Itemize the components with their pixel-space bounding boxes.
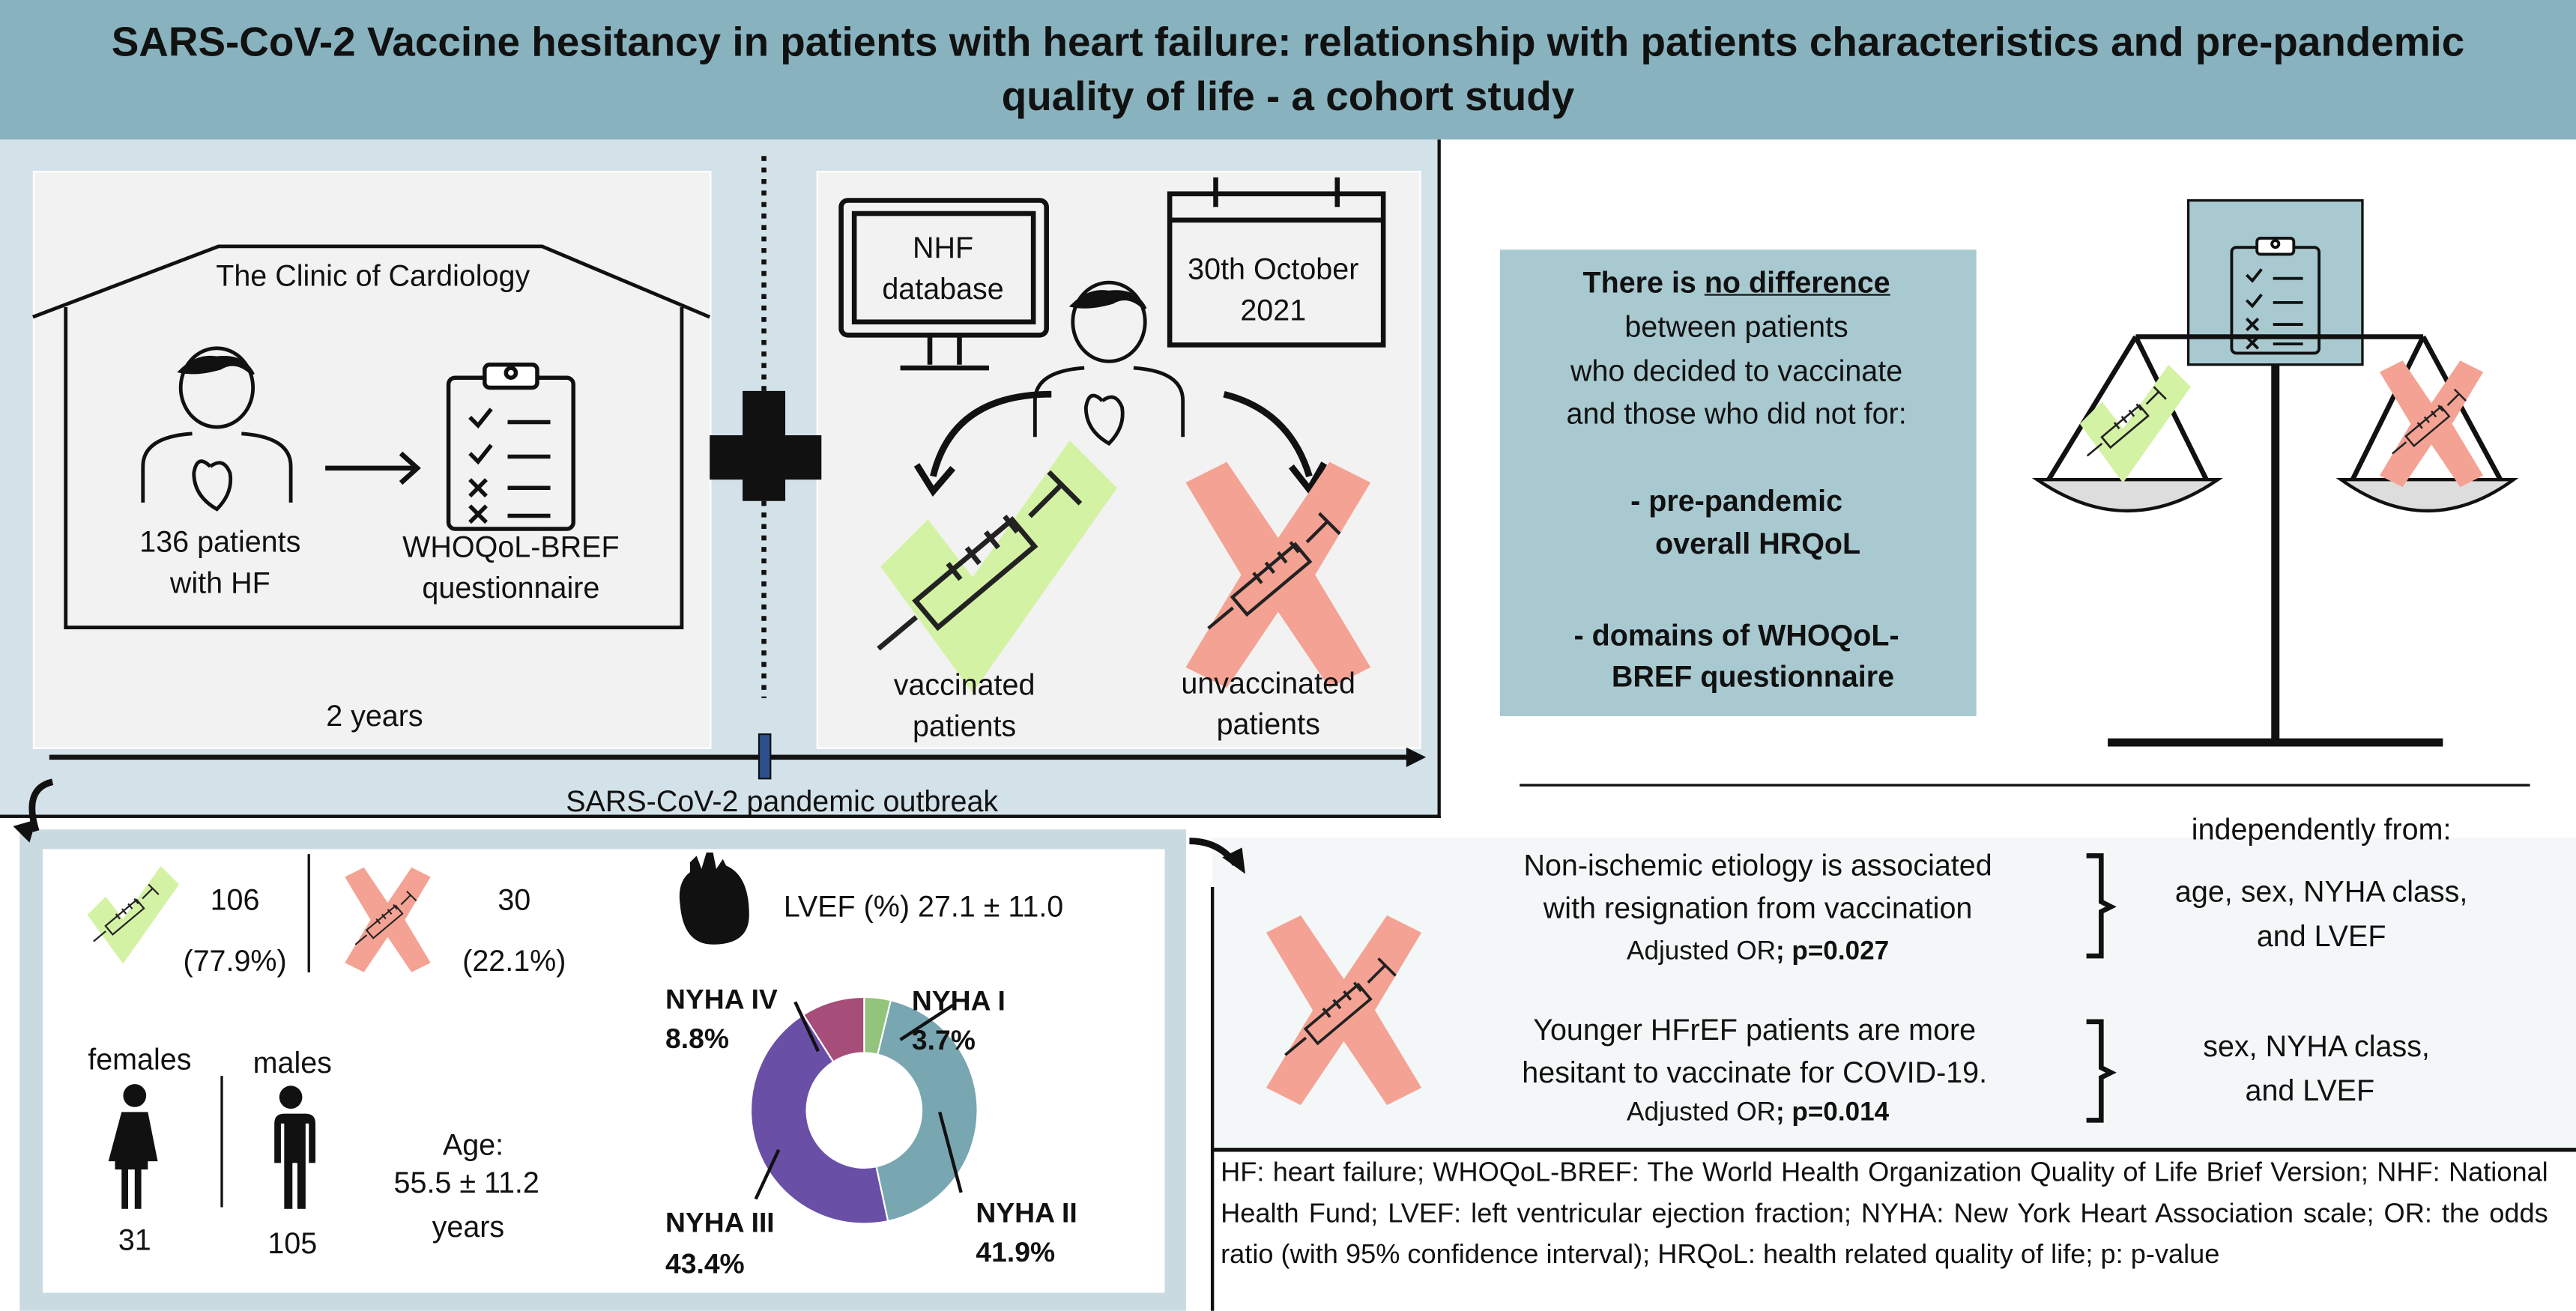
abbreviations-footnote: HF: heart failure; WHOQoL-BREF: The Worl… (1221, 1157, 2548, 1270)
donut-slice-nyha-ii (875, 999, 979, 1223)
vaccinated-line2: patients (912, 709, 1017, 743)
title-bar: SARS-CoV-2 Vaccine hesitancy in patients… (0, 0, 2576, 140)
questionnaire-line2: questionnaire (422, 572, 600, 605)
value-nyha-ii: 41.9% (976, 1237, 1056, 1268)
result1-or: Adjusted OR (1627, 937, 1776, 966)
patients-count-line2: with HF (169, 566, 270, 600)
finding-item1-line2: overall HRQoL (1655, 527, 1861, 560)
patients-count-line1: 136 patients (139, 525, 301, 559)
date-line2: 2021 (1240, 294, 1307, 327)
title-line-2: quality of life - a cohort study (1001, 73, 1575, 119)
age-label: Age: (442, 1128, 504, 1162)
unvaccinated-cross-icon-large (1266, 915, 1422, 1106)
result2-or: Adjusted OR (1627, 1098, 1776, 1127)
finding-item2-line2: BREF questionnaire (1611, 660, 1895, 694)
label-nyha-ii: NYHA II (976, 1197, 1077, 1229)
result2-covariates-line2: and LVEF (2245, 1074, 2375, 1107)
finding-prefix: There is (1582, 266, 1705, 300)
value-nyha-iii: 43.4% (665, 1248, 745, 1280)
arrow-right-icon (325, 451, 421, 485)
female-icon (108, 1084, 158, 1209)
finding-line2: between patients (1624, 310, 1848, 344)
males-label: males (253, 1046, 332, 1080)
value-nyha-iv: 8.8% (665, 1023, 729, 1055)
age-unit: years (432, 1210, 505, 1244)
lvef-value: LVEF (%) 27.1 ± 11.0 (783, 890, 1064, 924)
result2-pvalue: ; p=0.014 (1775, 1098, 1890, 1127)
unvaccinated-line2: patients (1216, 708, 1320, 741)
label-nyha-iii: NYHA III (665, 1207, 775, 1239)
date-line1: 30th October (1188, 252, 1359, 286)
finding-item2-line1: - domains of WHOQoL- (1573, 619, 1899, 653)
donut-slice-nyha-iv (802, 996, 865, 1063)
male-icon (274, 1086, 315, 1209)
label-nyha-i: NYHA I (911, 985, 1006, 1017)
baseline-box (32, 171, 712, 749)
result1-pvalue: ; p=0.027 (1775, 937, 1890, 966)
plus-icon (710, 390, 822, 501)
clinic-label: The Clinic of Cardiology (216, 259, 530, 293)
result2-line2: hesitant to vaccinate for COVID-19. (1522, 1056, 1988, 1089)
vaccinated-percent: (77.9%) (183, 944, 287, 978)
nyha-donut-chart (749, 996, 979, 1225)
result1-line2: with resignation from vaccination (1543, 891, 1973, 925)
database-line1: NHF (912, 231, 974, 265)
finding-line4: and those who did not for: (1566, 397, 1907, 431)
result2-line1: Younger HFrEF patients are more (1533, 1013, 1977, 1047)
females-count: 31 (118, 1223, 151, 1257)
value-nyha-i: 3.7% (911, 1025, 976, 1056)
males-count: 105 (267, 1226, 318, 1260)
result1-covariates-line2: and LVEF (2256, 919, 2386, 953)
calendar-icon (1167, 177, 1386, 348)
title-line-1: SARS-CoV-2 Vaccine hesitancy in patients… (111, 19, 2465, 65)
duration-label: 2 years (326, 700, 423, 733)
timeline-arrow (49, 733, 1427, 780)
results-panel (1212, 838, 2576, 1150)
donut-slice-nyha-iii (749, 1013, 889, 1225)
curved-arrow-icons (913, 390, 1328, 497)
finding-item1-line1: - pre-pandemic (1630, 484, 1843, 518)
monitor-icon (838, 198, 1049, 371)
unvaccinated-count: 30 (498, 883, 531, 917)
vaccinated-count: 106 (210, 883, 260, 917)
label-nyha-iv: NYHA IV (665, 984, 778, 1016)
donut-callout-lines (754, 1001, 963, 1200)
timeline-label: SARS-CoV-2 pandemic outbreak (566, 785, 999, 818)
brace-icons (2086, 853, 2117, 1123)
vaccinated-line1: vaccinated (893, 668, 1035, 702)
result1-line1: Non-ischemic etiology is associated (1523, 849, 1992, 882)
clinic-house-icon (31, 244, 711, 629)
database-line2: database (882, 272, 1004, 306)
questionnaire-line1: WHOQoL-BREF (402, 530, 620, 564)
unvaccinated-line1: unvaccinated (1181, 667, 1355, 700)
unvaccinated-percent: (22.1%) (462, 944, 566, 978)
females-label: females (88, 1043, 192, 1077)
heart-icon (679, 852, 749, 945)
cohort-stats-inner (43, 849, 1165, 1293)
finding-line3: who decided to vaccinate (1570, 354, 1903, 388)
result2-covariates-line1: sex, NYHA class, (2203, 1029, 2430, 1063)
result1-covariates-line1: age, sex, NYHA class, (2174, 875, 2468, 909)
finding-emphasis: no difference (1704, 266, 1890, 300)
independently-label: independently from: (2191, 813, 2452, 847)
age-value: 55.5 ± 11.2 (393, 1166, 539, 1199)
no-difference-box (1499, 249, 1977, 716)
